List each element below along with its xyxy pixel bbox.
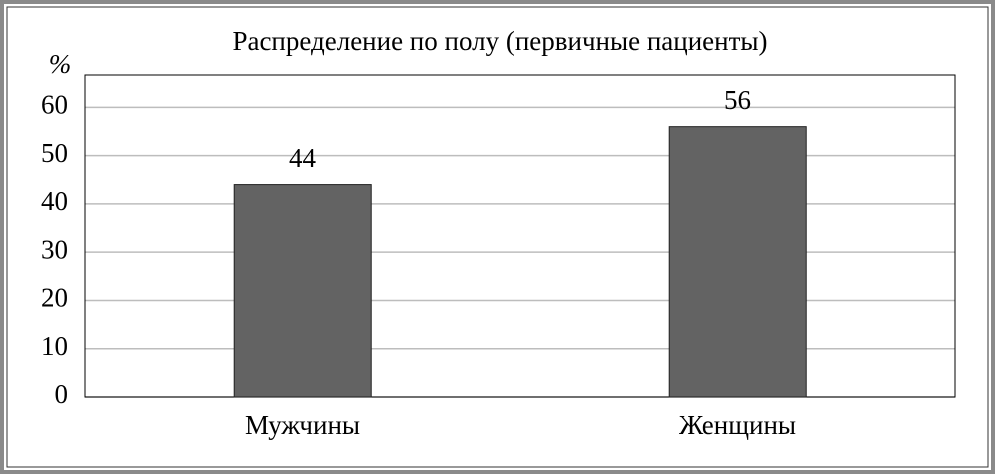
- bar: [668, 126, 807, 398]
- plot-area: [84, 74, 956, 398]
- bar: [233, 184, 372, 398]
- data-label: 44: [289, 143, 317, 173]
- y-tick-label: 10: [41, 331, 68, 361]
- y-tick-label: 40: [41, 186, 68, 216]
- y-tick-label: 30: [41, 234, 68, 264]
- x-tick-label: Мужчины: [245, 410, 360, 440]
- inner-frame: [6, 6, 989, 468]
- y-tick-label: 50: [41, 138, 68, 168]
- x-tick-label: Женщины: [679, 410, 796, 440]
- chart-title: Распределение по полу (первичные пациент…: [232, 26, 767, 56]
- y-axis-label: %: [49, 49, 72, 79]
- y-tick-label: 20: [41, 283, 68, 313]
- y-tick-label: 60: [41, 90, 68, 120]
- y-tick-label: 0: [55, 379, 69, 409]
- data-label: 56: [724, 85, 751, 115]
